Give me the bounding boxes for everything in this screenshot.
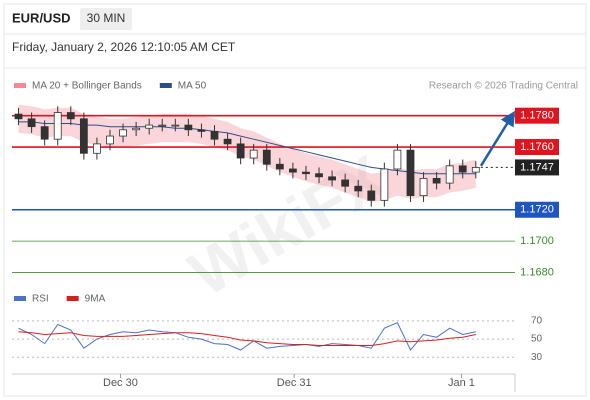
level-label: 1.1747 <box>520 161 554 173</box>
candle-body <box>262 149 271 165</box>
timeframe-box <box>80 8 132 30</box>
frame <box>3 3 587 397</box>
x-tick-label: Jan 1 <box>448 377 475 389</box>
candle-body <box>236 143 245 159</box>
candle-body <box>315 173 323 178</box>
legend-swatch <box>66 296 79 301</box>
candle-body <box>158 124 167 127</box>
x-tick-label: Dec 30 <box>103 377 138 389</box>
candle-body <box>119 129 127 137</box>
candle-body <box>66 112 75 120</box>
candle-body <box>367 190 376 201</box>
candle-body <box>145 124 154 129</box>
timestamp: Friday, January 2, 2026 12:10:05 AM CET <box>12 40 236 54</box>
rsi-line <box>18 322 476 351</box>
level-label: 1.1700 <box>520 235 554 247</box>
level-label: 1.1780 <box>520 110 554 122</box>
legend-swatch <box>159 83 172 88</box>
level-label: 1.1760 <box>520 141 554 153</box>
forecast-arrow <box>479 110 516 167</box>
rsi-line <box>18 331 476 346</box>
candle-body <box>445 165 454 184</box>
candle-body <box>471 167 480 173</box>
level-label-box <box>515 107 559 124</box>
level-label: 1.1680 <box>520 266 554 278</box>
legend-label: RSI <box>32 294 49 305</box>
candle-body <box>393 149 402 170</box>
candle-body <box>341 179 350 187</box>
legend-label: MA 20 + Bollinger Bands <box>32 81 142 92</box>
candle-body <box>210 130 219 140</box>
level-label-box <box>515 139 559 156</box>
candle-body <box>79 118 88 154</box>
legend-swatch <box>14 296 26 301</box>
timeframe: 30 MIN <box>87 11 126 25</box>
source: Research © 2026 Trading Central <box>429 81 578 92</box>
x-tick-label: Dec 31 <box>277 377 312 389</box>
candle-body <box>93 143 101 154</box>
candle-body <box>14 113 23 120</box>
y-tick-label: 50 <box>531 334 543 345</box>
candle-body <box>275 163 284 170</box>
candle-body <box>184 124 193 131</box>
level-label-box <box>515 201 559 218</box>
candle-body <box>458 165 467 173</box>
legend-swatch <box>14 83 26 88</box>
candle-body <box>419 177 428 197</box>
y-tick-label: 70 <box>531 316 543 327</box>
candle-body <box>132 127 141 131</box>
legend-label: MA 50 <box>178 81 207 92</box>
candle-body <box>328 176 336 181</box>
level-label-box <box>515 159 559 176</box>
candle-body <box>171 124 180 127</box>
ma50-line <box>18 121 476 175</box>
candle-body <box>288 168 297 173</box>
candle-body <box>106 135 114 145</box>
level-label: 1.1720 <box>520 204 554 216</box>
y-tick-label: 30 <box>531 352 543 363</box>
candle-body <box>249 149 258 159</box>
candle-body <box>432 177 441 184</box>
candle-body <box>380 168 389 201</box>
candle-body <box>302 171 310 175</box>
candle-body <box>53 112 62 140</box>
symbol: EUR/USD <box>12 10 71 25</box>
candle-body <box>27 118 36 128</box>
candle-body <box>40 126 49 140</box>
candle-body <box>354 185 363 192</box>
candle-body <box>223 138 232 145</box>
candle-body <box>197 129 206 132</box>
legend-label: 9MA <box>85 294 106 305</box>
candle-body <box>406 149 415 197</box>
